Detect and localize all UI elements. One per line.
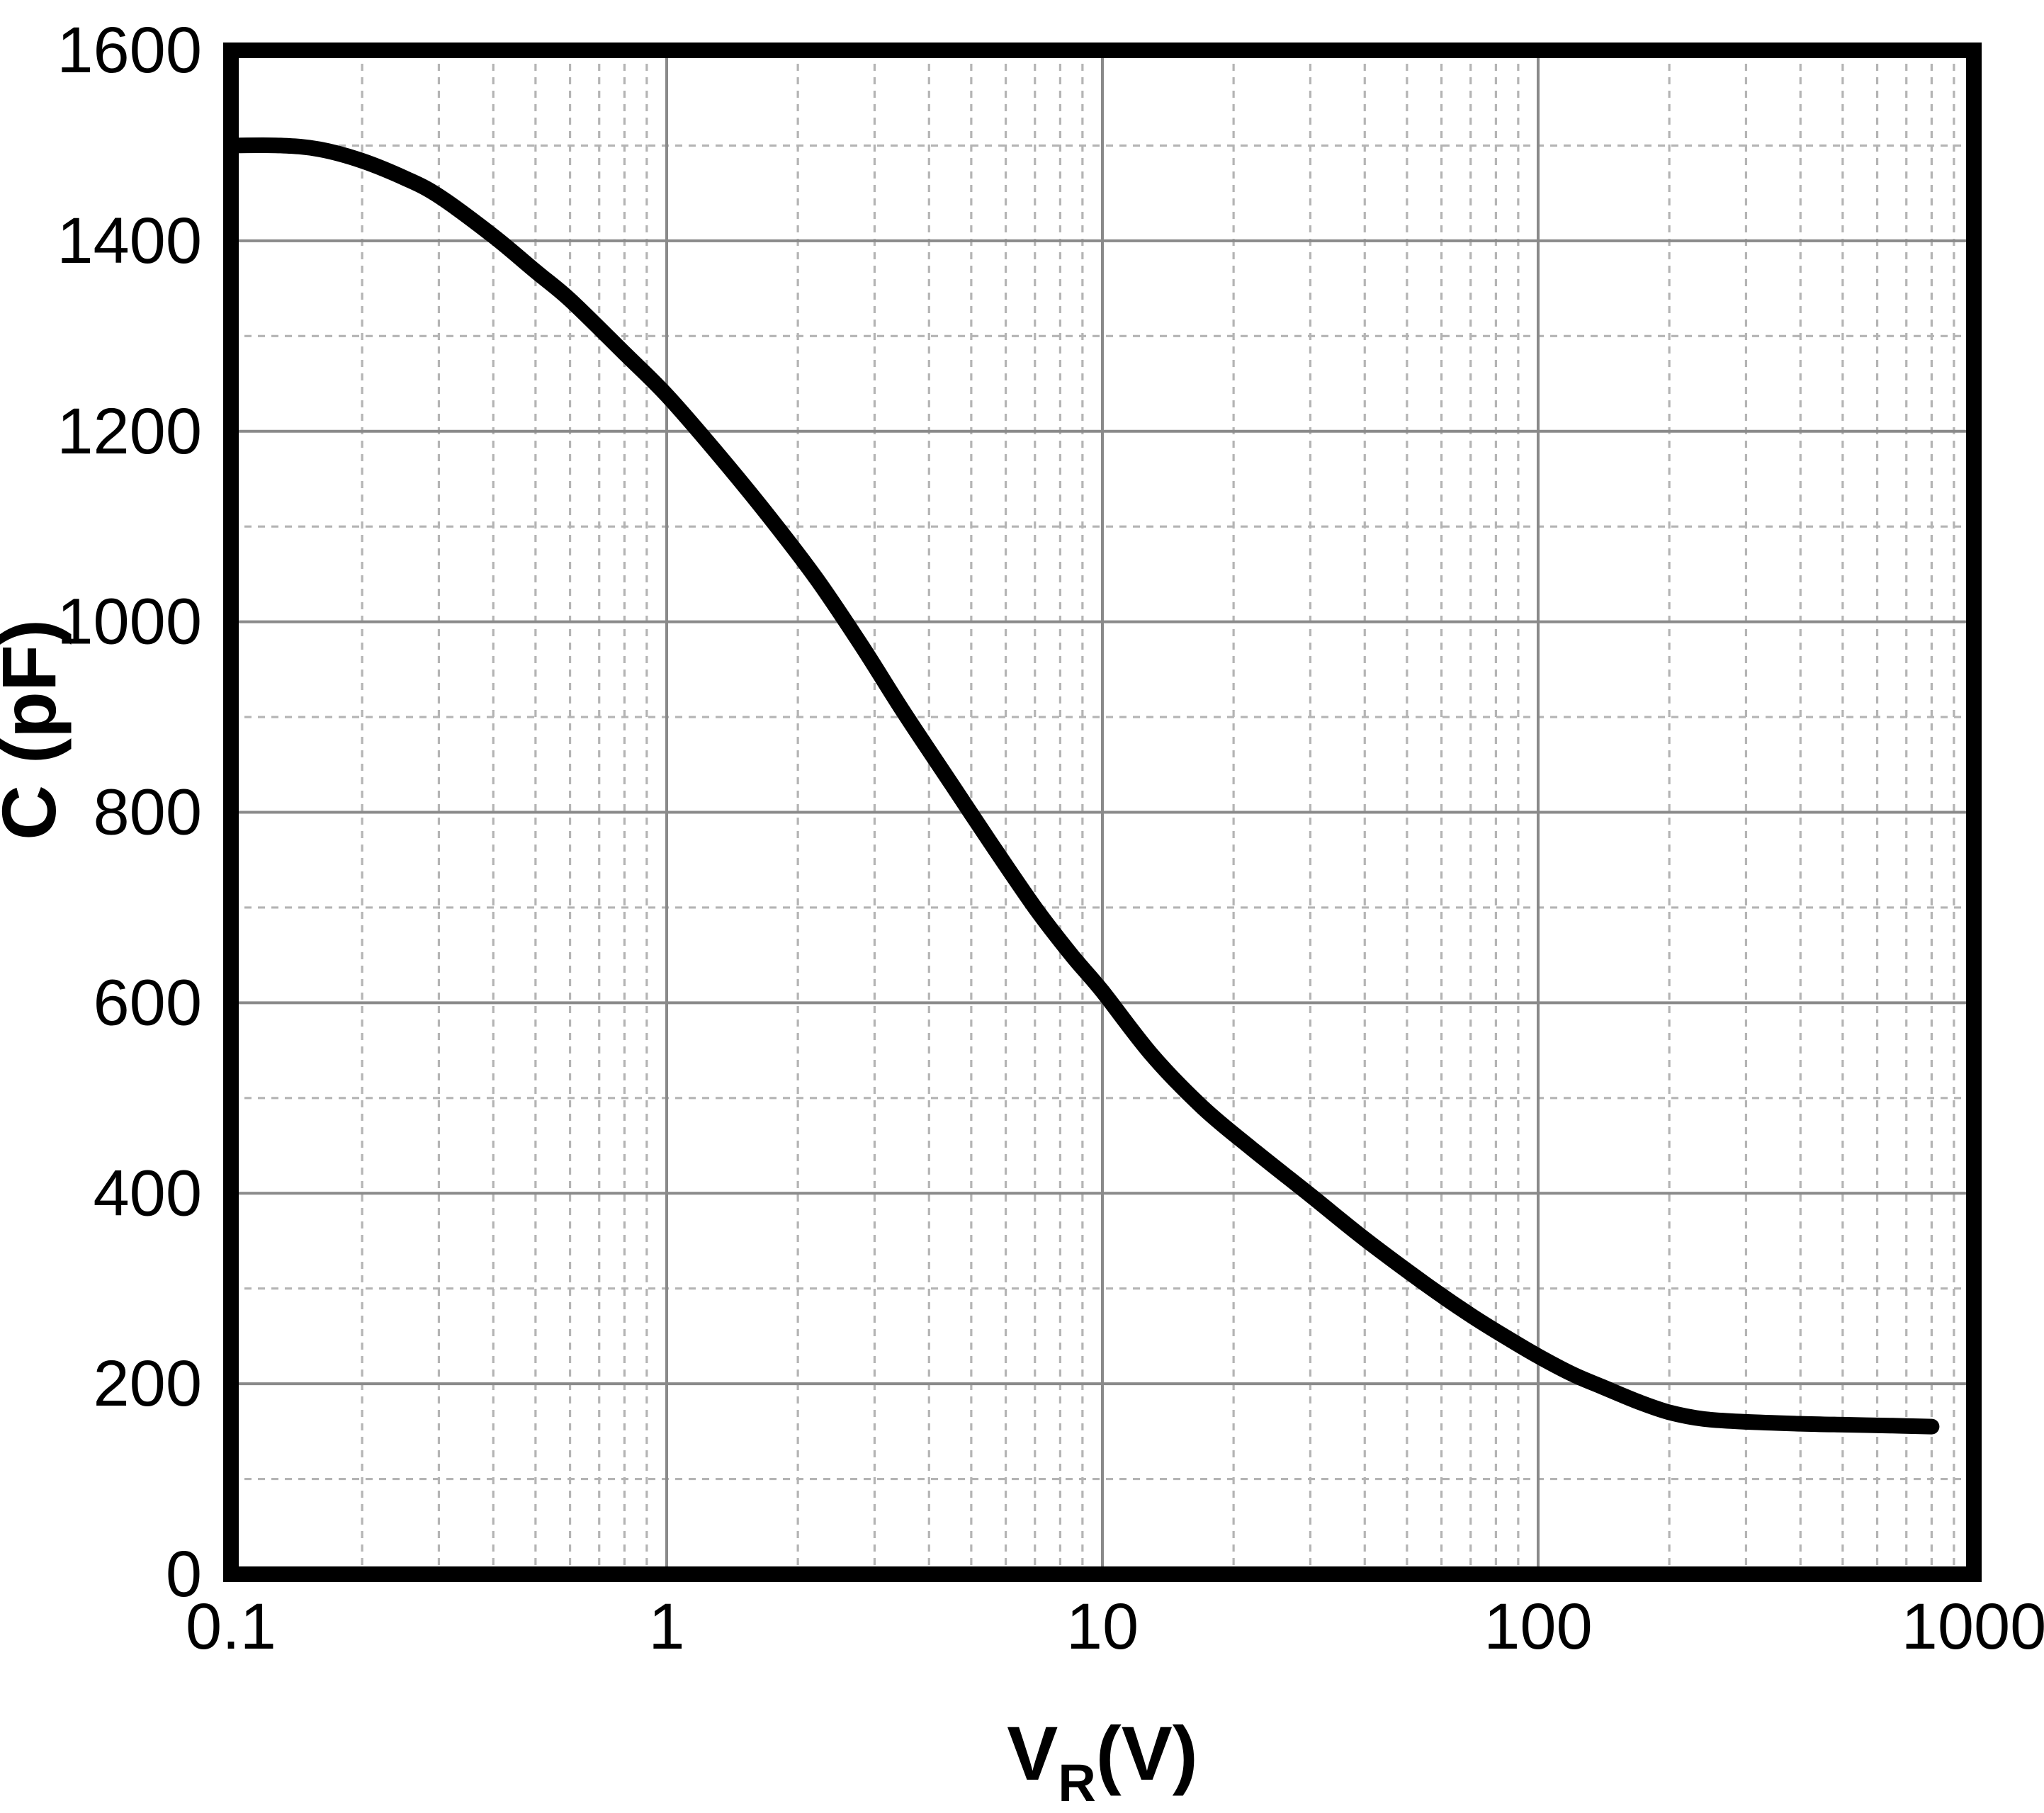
x-axis-title-subscript: R <box>1058 1753 1095 1812</box>
y-axis-tick-labels: 0 200 400 600 800 1000 1200 1400 1600 <box>57 14 202 1610</box>
y-axis-title: C (pF) <box>0 619 72 840</box>
x-tick-label: 1 <box>648 1591 684 1663</box>
y-tick-label: 400 <box>94 1157 203 1229</box>
x-tick-label: 0.1 <box>186 1591 276 1663</box>
x-tick-label: 1000 <box>1902 1591 2044 1663</box>
major-gridlines <box>231 50 1974 1574</box>
x-axis-title: VR(V) <box>1007 1710 1197 1812</box>
x-axis-tick-labels: 0.1 1 10 100 1000 <box>186 1591 2044 1663</box>
minor-gridlines <box>231 50 1974 1574</box>
plot-border <box>223 43 1982 1582</box>
cv-curve <box>223 137 1940 1435</box>
x-axis-title-unit: (V) <box>1096 1710 1198 1796</box>
y-tick-label: 200 <box>94 1348 203 1420</box>
data-curve-layer <box>223 137 1940 1435</box>
y-tick-label: 1200 <box>57 395 202 468</box>
y-tick-label: 800 <box>94 776 203 849</box>
y-tick-label: 1600 <box>57 14 202 86</box>
y-tick-label: 1400 <box>57 205 202 277</box>
y-tick-label: 1000 <box>57 586 202 658</box>
x-tick-label: 10 <box>1066 1591 1139 1663</box>
y-tick-label: 600 <box>94 966 203 1039</box>
x-axis-title-main: V <box>1007 1710 1058 1796</box>
x-tick-label: 100 <box>1484 1591 1593 1663</box>
y-tick-label: 0 <box>166 1538 202 1610</box>
